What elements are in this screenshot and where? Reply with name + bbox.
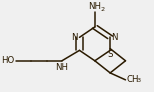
Text: HO: HO (1, 56, 14, 65)
Text: S: S (107, 50, 113, 59)
Text: NH: NH (88, 2, 101, 11)
Text: CH: CH (127, 75, 140, 84)
Text: NH: NH (55, 62, 68, 71)
Text: N: N (112, 33, 118, 42)
Text: N: N (71, 33, 78, 42)
Text: 2: 2 (101, 7, 105, 12)
Text: 3: 3 (136, 78, 140, 83)
